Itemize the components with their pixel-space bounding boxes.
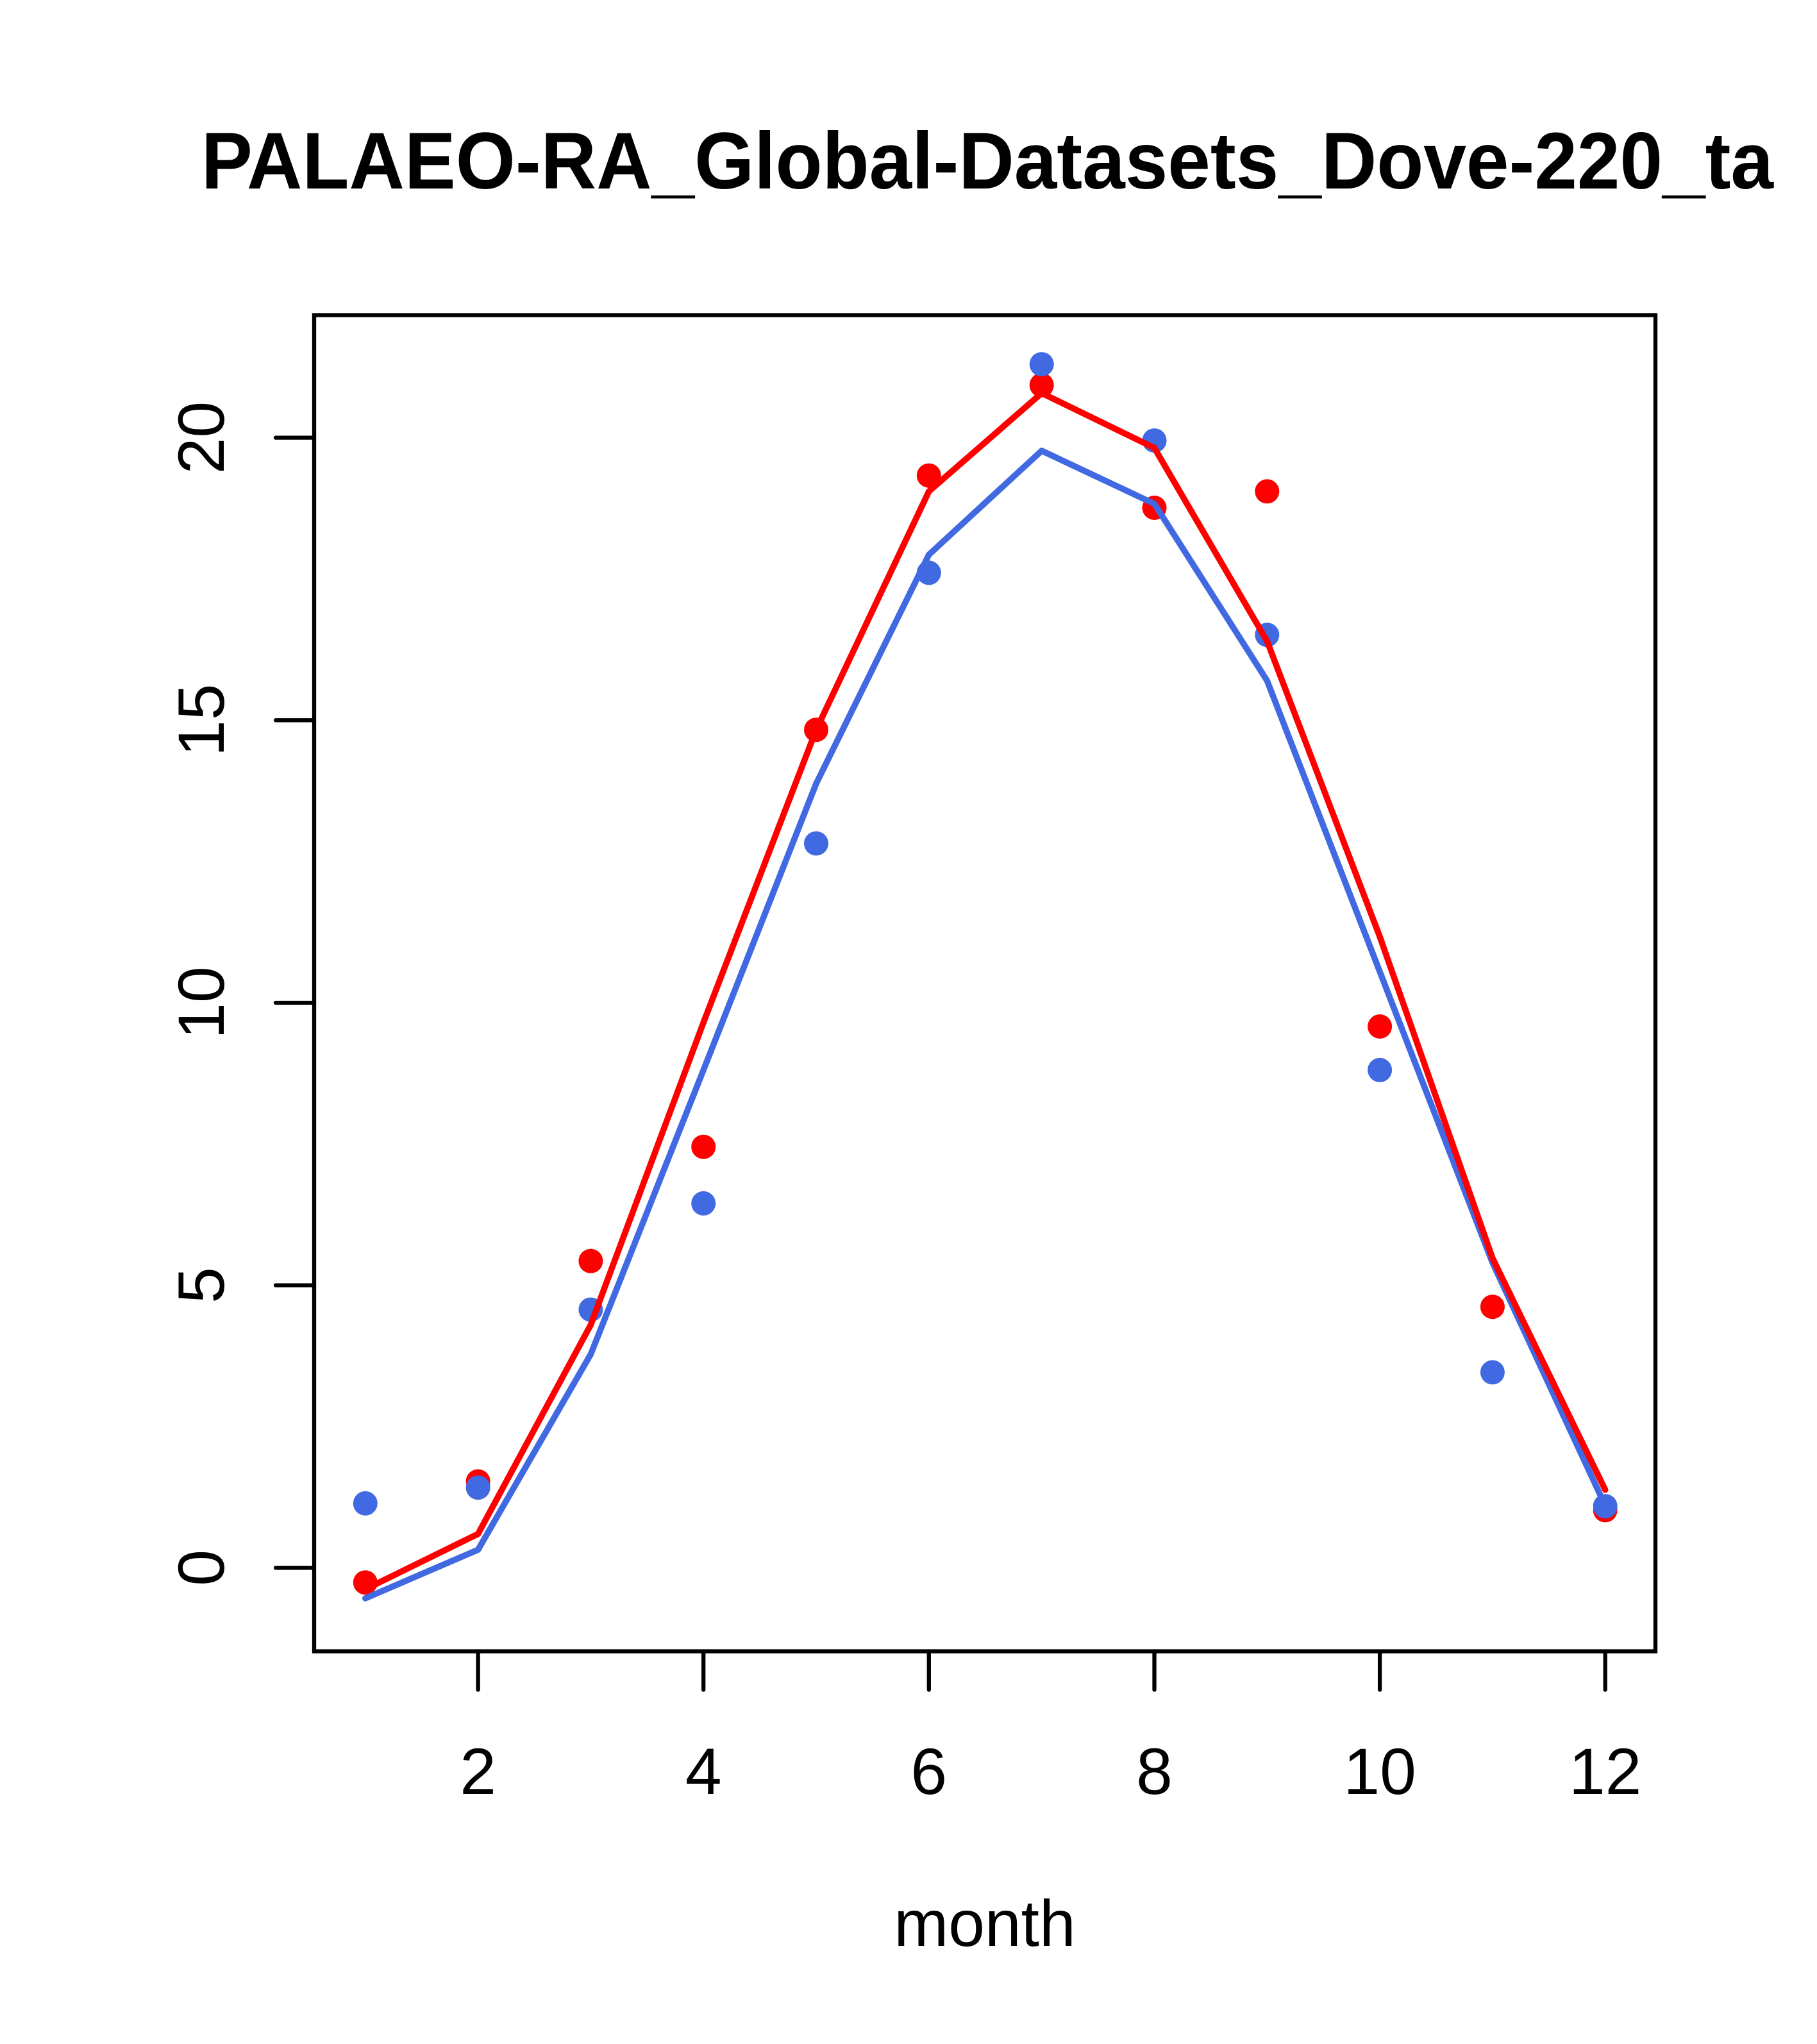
- svg-text:15: 15: [165, 684, 238, 757]
- svg-text:2: 2: [460, 1735, 496, 1808]
- svg-text:20: 20: [165, 401, 238, 474]
- svg-text:PALAEO-RA_Global-Datasets_Dove: PALAEO-RA_Global-Datasets_Dove-220_ta: [201, 117, 1774, 206]
- svg-text:4: 4: [685, 1735, 722, 1808]
- svg-text:month: month: [894, 1887, 1076, 1960]
- svg-text:5: 5: [165, 1267, 238, 1303]
- svg-text:6: 6: [910, 1735, 947, 1808]
- svg-text:12: 12: [1569, 1735, 1641, 1808]
- svg-text:10: 10: [1343, 1735, 1416, 1808]
- svg-text:10: 10: [165, 966, 238, 1039]
- svg-text:0: 0: [165, 1550, 238, 1586]
- svg-text:8: 8: [1136, 1735, 1173, 1808]
